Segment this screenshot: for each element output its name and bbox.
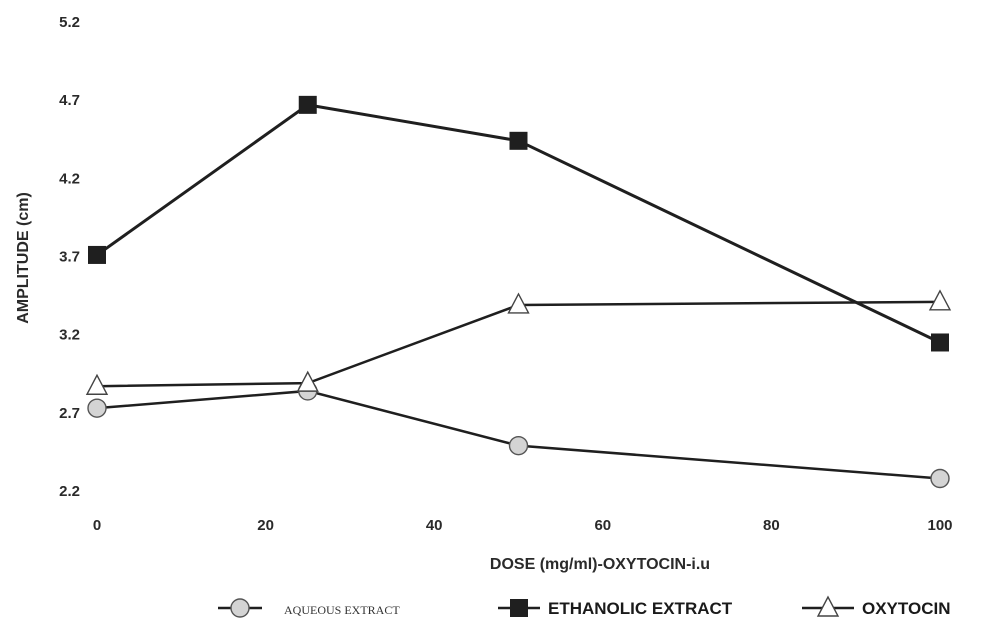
legend-label: ETHANOLIC EXTRACT [548,599,733,618]
x-tick-label: 0 [93,517,101,534]
y-tick-label: 3.7 [59,249,80,266]
legend-label: AQUEOUS EXTRACT [284,603,400,617]
x-tick-label: 80 [763,517,780,534]
x-tick-label: 60 [594,517,611,534]
x-axis-label: DOSE (mg/ml)-OXYTOCIN-i.u [490,556,710,573]
y-tick-label: 5.2 [59,14,80,31]
data-point-square [88,245,106,264]
data-point-circle [87,398,107,418]
legend: AQUEOUS EXTRACT ETHANOLIC EXTRACT OXYTOCIN [218,595,950,618]
y-tick-label: 2.7 [59,405,80,422]
data-point-triangle [928,289,952,311]
data-point-triangle [296,370,319,392]
x-tick-label: 20 [257,517,274,534]
data-point-triangle [85,373,109,395]
x-tick-label: 100 [927,517,952,534]
data-point-circle [508,435,529,456]
legend-marker-square [510,599,528,617]
series-line-triangle [96,300,941,388]
legend-marker-triangle [816,595,840,617]
x-tick-label: 40 [426,517,443,534]
y-tick-label: 4.2 [59,170,80,187]
data-point-circle [930,468,950,489]
plot-area: 2.2 2.7 3.2 3.7 4.2 4.7 5.2 0 20 40 60 80 100 [59,14,952,534]
y-tick-label: 4.7 [59,92,80,109]
y-axis-label: AMPLITUDE (cm) [15,192,32,324]
y-tick-label: 2.2 [59,483,80,500]
legend-label: OXYTOCIN [862,599,950,618]
series-line-square [96,103,941,344]
data-point-square [509,131,528,150]
legend-marker-circle [230,598,250,618]
data-point-square [298,95,317,114]
data-point-triangle [507,292,530,314]
series-line-circle [96,389,941,480]
y-tick-label: 3.2 [59,327,80,344]
data-point-square [931,333,949,352]
